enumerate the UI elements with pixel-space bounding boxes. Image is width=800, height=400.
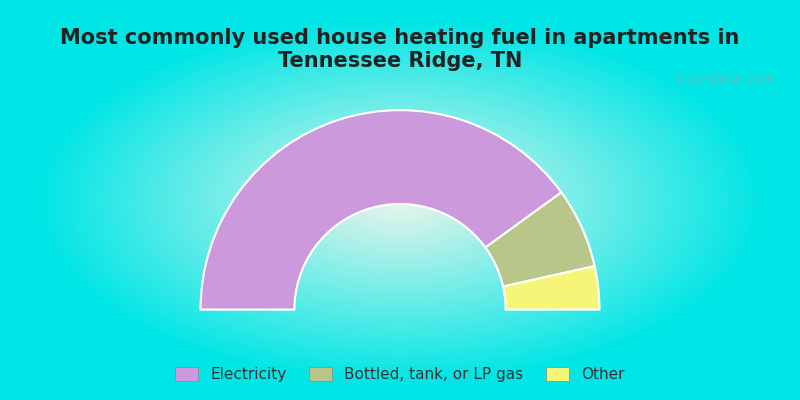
Legend: Electricity, Bottled, tank, or LP gas, Other: Electricity, Bottled, tank, or LP gas, O… bbox=[169, 361, 631, 388]
Wedge shape bbox=[503, 266, 599, 310]
Wedge shape bbox=[201, 110, 562, 310]
Text: City-Data.com: City-Data.com bbox=[677, 72, 776, 86]
Text: Most commonly used house heating fuel in apartments in Tennessee Ridge, TN: Most commonly used house heating fuel in… bbox=[60, 28, 740, 71]
Wedge shape bbox=[486, 192, 594, 286]
